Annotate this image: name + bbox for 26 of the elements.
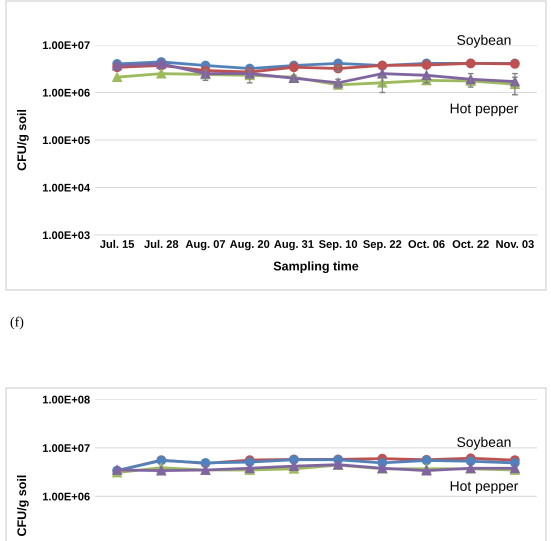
y-tick-label: 1.00E+05 [42, 136, 90, 144]
y-axis-title: CFU/g soil [16, 110, 29, 170]
x-tick-label: Aug. 20 [230, 240, 270, 250]
x-axis-title: Sampling time [274, 261, 358, 274]
x-tick-label: Sep. 22 [363, 240, 402, 250]
y-tick-label: 1.00E+07 [42, 41, 90, 50]
x-tick-label: Nov. 03 [496, 240, 534, 248]
x-tick-label: Oct. 06 [408, 240, 445, 248]
annotation: Soybean [457, 436, 510, 450]
x-tick-label: Jul. 15 [100, 240, 134, 248]
y-tick-label: 1.00E+06 [42, 492, 90, 500]
y-tick-label: 1.00E+08 [42, 396, 90, 404]
annotation: Hot pepper [450, 104, 518, 116]
x-tick-label: Oct. 22 [452, 240, 489, 248]
x-tick-label: Aug. 31 [274, 240, 314, 250]
y-tick-label: 1.00E+03 [42, 231, 90, 240]
y-axis-title: CFU/g soil [16, 476, 29, 536]
x-tick-label: Jul. 28 [144, 240, 178, 248]
y-tick-label: 1.00E+04 [42, 184, 90, 192]
annotation: Soybean [457, 34, 510, 48]
x-tick-label: Aug. 07 [186, 240, 226, 250]
y-tick-label: 1.00E+07 [42, 444, 90, 452]
x-tick-label: Sep. 10 [318, 240, 358, 250]
annotation: Hot pepper [450, 481, 518, 494]
y-tick-label: 1.00E+06 [42, 88, 90, 97]
chart-title: (f) [10, 316, 24, 330]
